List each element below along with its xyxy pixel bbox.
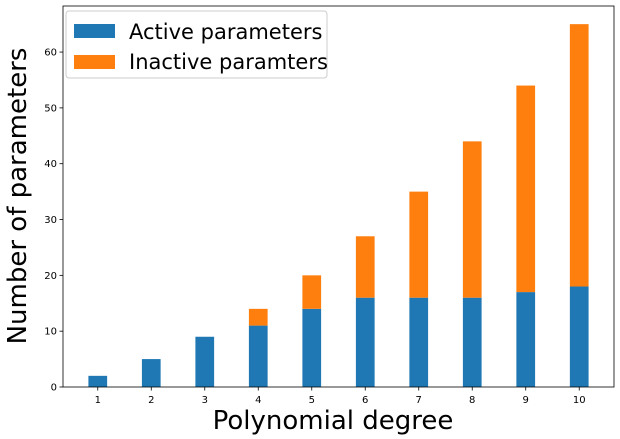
x-tick-label: 6 — [362, 395, 368, 406]
bar-active-9 — [516, 292, 536, 387]
x-tick-label: 9 — [523, 395, 529, 406]
y-axis-ticks: 0 10 20 30 40 50 60 — [44, 48, 63, 394]
bar-inactive-9 — [516, 85, 536, 293]
legend-swatch-active — [74, 24, 115, 38]
x-tick-label: 4 — [255, 395, 261, 406]
y-tick-label: 60 — [44, 48, 57, 59]
bar-active-3 — [195, 336, 215, 387]
y-tick-label: 30 — [44, 215, 57, 226]
bar-active-8 — [462, 297, 482, 387]
x-axis-label: Polynomial degree — [213, 406, 454, 436]
x-tick-label: 8 — [469, 395, 475, 406]
plot-frame — [62, 5, 615, 388]
bar-inactive-5 — [302, 275, 322, 309]
x-tick-label: 10 — [573, 395, 586, 406]
bar-active-10 — [569, 286, 589, 387]
bar-inactive-10 — [569, 24, 589, 287]
x-tick-label: 2 — [148, 395, 154, 406]
x-tick-label: 7 — [416, 395, 422, 406]
bar-active-7 — [409, 297, 429, 387]
y-tick-label: 0 — [51, 383, 57, 394]
legend-label-inactive: Inactive paramters — [129, 50, 328, 74]
bar-active-5 — [302, 308, 322, 387]
bar-inactive-6 — [355, 236, 375, 298]
bars-group — [88, 24, 589, 387]
bar-active-6 — [355, 297, 375, 387]
y-tick-label: 10 — [44, 327, 57, 338]
x-tick-label: 5 — [309, 395, 315, 406]
legend-swatch-inactive — [74, 55, 115, 69]
bar-active-2 — [141, 359, 161, 387]
x-tick-label: 1 — [95, 395, 101, 406]
bar-inactive-4 — [248, 308, 268, 326]
legend: Active parameters Inactive paramters — [65, 10, 328, 79]
y-tick-label: 40 — [44, 159, 57, 170]
legend-frame — [65, 10, 328, 79]
y-tick-label: 50 — [44, 103, 57, 114]
bar-active-4 — [248, 325, 268, 387]
y-axis-label: Number of parameters — [3, 48, 33, 345]
y-tick-label: 20 — [44, 271, 57, 282]
bar-inactive-7 — [409, 191, 429, 298]
x-tick-label: 3 — [202, 395, 208, 406]
bar-inactive-8 — [462, 141, 482, 298]
x-axis-ticks: 1 2 3 4 5 6 7 8 9 10 — [95, 387, 586, 406]
legend-label-active: Active parameters — [129, 20, 322, 44]
bar-active-1 — [88, 375, 108, 387]
